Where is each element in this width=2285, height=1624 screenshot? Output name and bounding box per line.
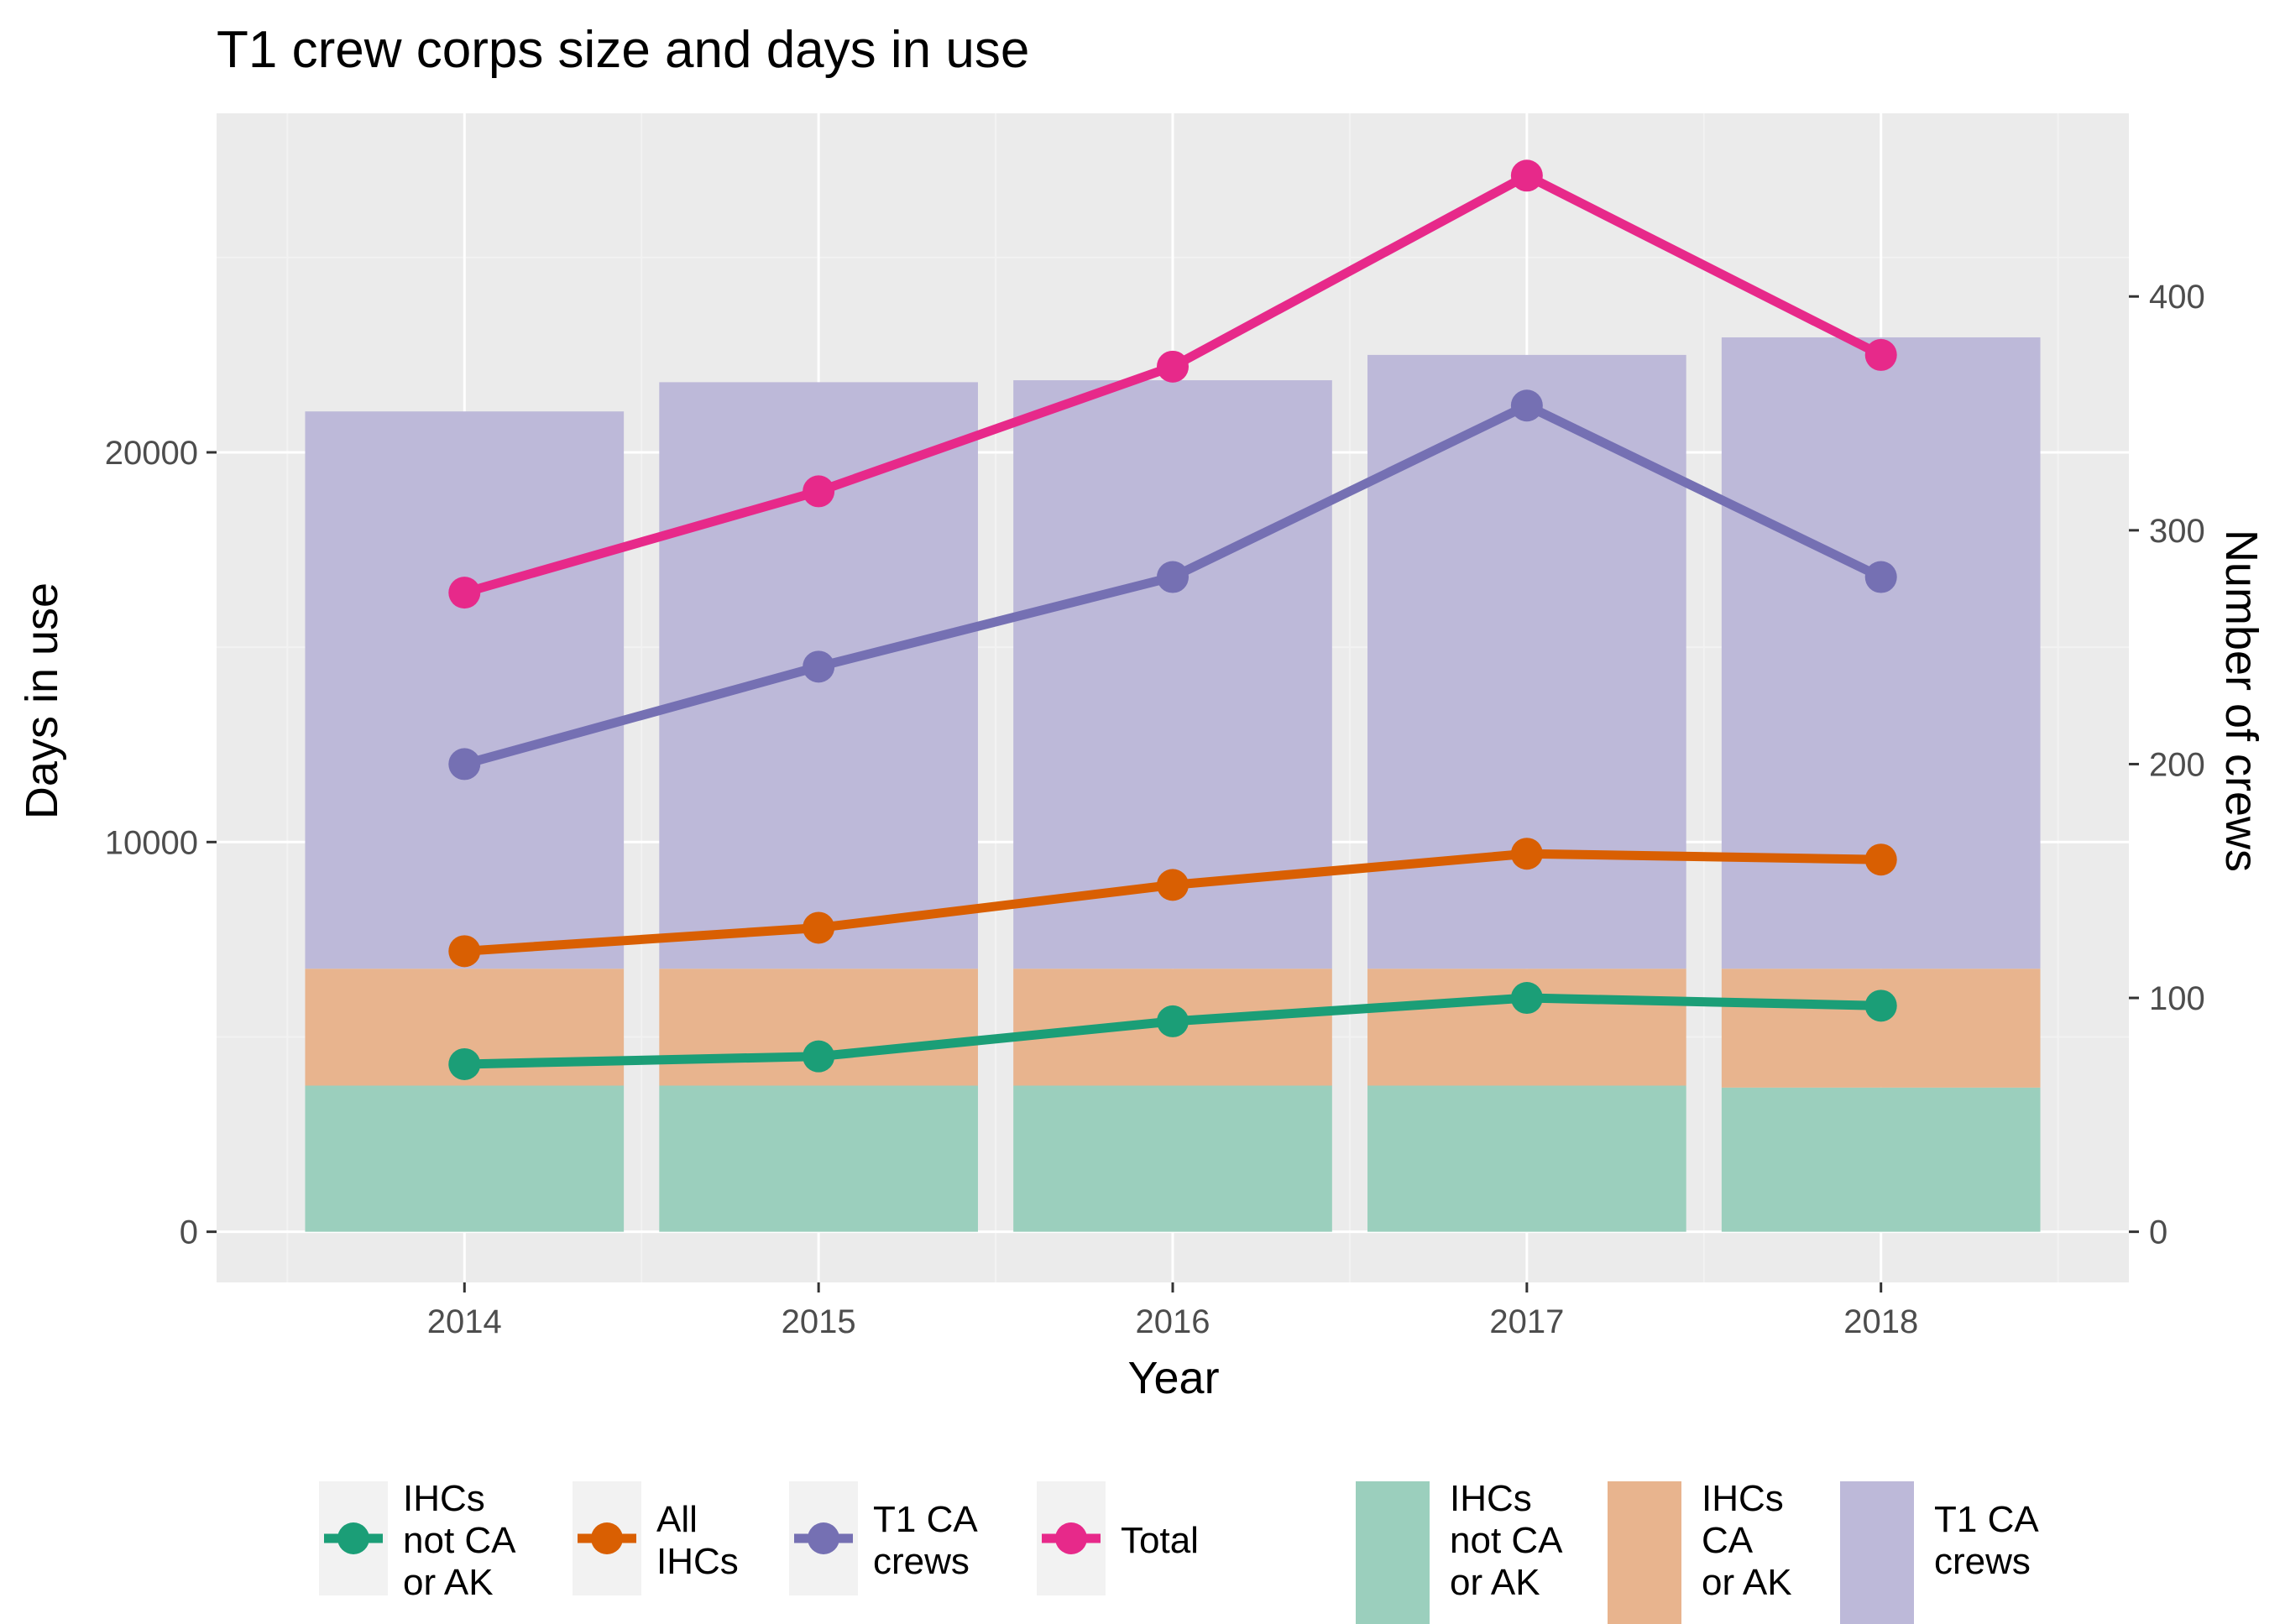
- legend-label: or AK: [1450, 1562, 1540, 1603]
- legend-key-point: [808, 1522, 839, 1554]
- bar-segment: [1367, 354, 1686, 969]
- bar-segment: [305, 411, 625, 969]
- data-point: [1510, 982, 1543, 1015]
- y-tick-label: 10000: [105, 824, 198, 861]
- x-tick-label: 2015: [782, 1303, 856, 1340]
- legend-label: Total: [1121, 1520, 1199, 1561]
- data-point: [803, 911, 835, 944]
- legend-key-point: [337, 1522, 369, 1554]
- y-axis-right-title: Number of crews: [2216, 530, 2267, 872]
- right-tick-label: 300: [2149, 513, 2205, 550]
- legend-key-fill: [1608, 1481, 1681, 1624]
- data-point: [803, 475, 835, 508]
- data-point: [448, 577, 481, 609]
- bar-segment: [1721, 969, 2041, 1088]
- bar-segment: [659, 1085, 978, 1232]
- data-point: [1864, 561, 1897, 593]
- legend-label: IHCs: [403, 1478, 485, 1519]
- y-axis-title: Days in use: [17, 582, 67, 819]
- data-point: [1510, 838, 1543, 870]
- right-tick-label: 0: [2149, 1214, 2167, 1251]
- data-point: [448, 748, 481, 781]
- bar-segment: [1367, 1085, 1686, 1232]
- line-series: [448, 159, 1897, 1080]
- data-point: [448, 935, 481, 968]
- bar-segment: [305, 1085, 625, 1232]
- legend-label: not CA: [1450, 1520, 1563, 1561]
- y-tick-label: 20000: [105, 435, 198, 472]
- legend-label: IHCs: [1702, 1478, 1784, 1519]
- legend-label: IHCs: [1450, 1478, 1532, 1519]
- legend-key-point: [591, 1522, 623, 1554]
- data-point: [1510, 159, 1543, 192]
- legend-label: crews: [1934, 1541, 2031, 1582]
- data-point: [1864, 338, 1897, 371]
- legend-label: or AK: [403, 1562, 494, 1603]
- data-point: [1157, 1005, 1189, 1037]
- x-tick-label: 2018: [1843, 1303, 1918, 1340]
- legend-key-point: [1055, 1522, 1087, 1554]
- x-tick-label: 2017: [1489, 1303, 1564, 1340]
- right-tick-label: 200: [2149, 746, 2205, 783]
- data-point: [1157, 561, 1189, 593]
- chart-title: T1 crew corps size and days in use: [217, 21, 1029, 79]
- legend-label: CA: [1702, 1520, 1754, 1561]
- legend-label: or AK: [1702, 1562, 1792, 1603]
- y-tick-label: 0: [180, 1214, 198, 1251]
- data-point: [448, 1047, 481, 1080]
- x-tick-label: 2014: [427, 1303, 502, 1340]
- right-tick-label: 100: [2149, 980, 2205, 1017]
- legend-key-fill: [1356, 1481, 1430, 1624]
- data-point: [1864, 990, 1897, 1022]
- data-point: [1157, 869, 1189, 901]
- data-point: [803, 1040, 835, 1073]
- data-point: [1157, 350, 1189, 383]
- data-point: [803, 650, 835, 683]
- x-axis-title: Year: [1127, 1353, 1219, 1403]
- legend-label: crews: [873, 1541, 970, 1582]
- legend-label: IHCs: [656, 1541, 739, 1582]
- legend-label: not CA: [403, 1520, 516, 1561]
- data-point: [1864, 843, 1897, 876]
- x-tick-label: 2016: [1136, 1303, 1210, 1340]
- bar-segment: [1013, 1085, 1332, 1232]
- legend-label: T1 CA: [873, 1499, 978, 1540]
- legend-label: T1 CA: [1934, 1499, 2039, 1540]
- legend-label: All: [656, 1499, 698, 1540]
- axes: 0 10000 20000 0 100 200 300 400 2014 2015 2016 2017…: [105, 279, 2205, 1340]
- data-point: [1510, 389, 1543, 422]
- bar-segment: [1721, 1087, 2041, 1232]
- right-tick-label: 400: [2149, 279, 2205, 316]
- bars: [305, 337, 2041, 1232]
- legend-key-fill: [1840, 1481, 1914, 1624]
